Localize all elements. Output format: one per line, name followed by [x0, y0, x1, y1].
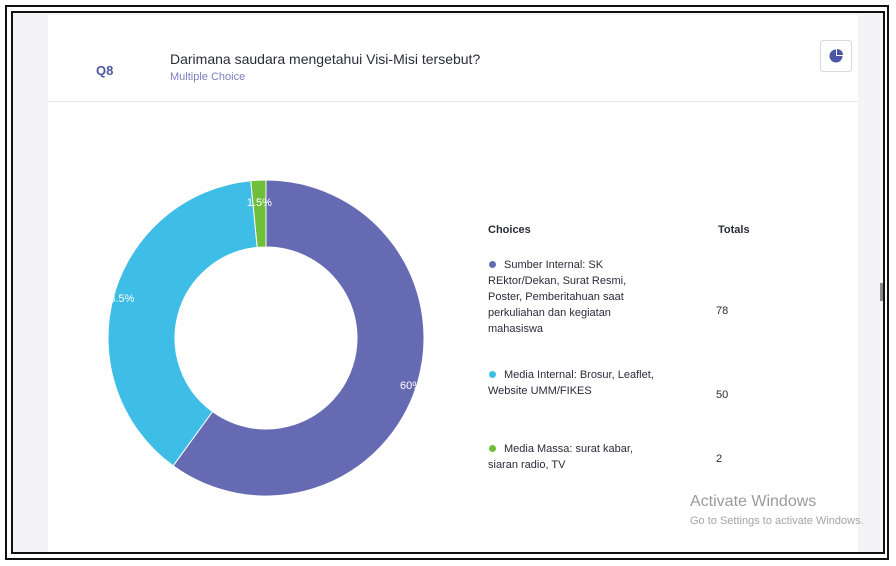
- total-value-3: 2: [716, 453, 756, 465]
- choices-header: Choices: [488, 224, 531, 236]
- choice-label-2: Media Internal: Brosur, Leaflet, Website…: [488, 369, 654, 397]
- activate-windows-title: Activate Windows: [690, 493, 816, 511]
- screenshot-inner-border: Q8 Darimana saudara mengetahui Visi-Misi…: [11, 11, 885, 554]
- legend-dot-3: [489, 445, 496, 452]
- legend-dot-1: [489, 261, 496, 268]
- slice-percent-label-1: 60%: [400, 380, 422, 392]
- donut-chart: 60% 38.5% 1.5%: [106, 178, 426, 498]
- pie-chart-icon: [829, 49, 843, 63]
- choice-row-3: Media Massa: surat kabar, siaran radio, …: [488, 441, 658, 473]
- total-value-2: 50: [716, 389, 756, 401]
- choice-label-3: Media Massa: surat kabar, siaran radio, …: [488, 443, 633, 471]
- chart-type-button[interactable]: [820, 40, 852, 72]
- question-number: Q8: [96, 63, 113, 78]
- slice-percent-label-3: 1.5%: [247, 197, 272, 209]
- choice-label-1: Sumber Internal: SK REktor/Dekan, Surat …: [488, 259, 626, 335]
- question-card: Q8 Darimana saudara mengetahui Visi-Misi…: [48, 15, 858, 554]
- legend-dot-2: [489, 371, 496, 378]
- scroll-edge-mark: [880, 283, 883, 301]
- total-value-1: 78: [716, 305, 756, 317]
- header-divider: [48, 101, 858, 102]
- totals-header: Totals: [718, 224, 750, 236]
- activate-windows-subtitle: Go to Settings to activate Windows.: [690, 515, 864, 527]
- question-type: Multiple Choice: [170, 71, 245, 83]
- question-title: Darimana saudara mengetahui Visi-Misi te…: [170, 51, 480, 67]
- slice-percent-label-2: 38.5%: [106, 293, 135, 305]
- choice-row-1: Sumber Internal: SK REktor/Dekan, Surat …: [488, 257, 658, 337]
- choice-row-2: Media Internal: Brosur, Leaflet, Website…: [488, 367, 658, 399]
